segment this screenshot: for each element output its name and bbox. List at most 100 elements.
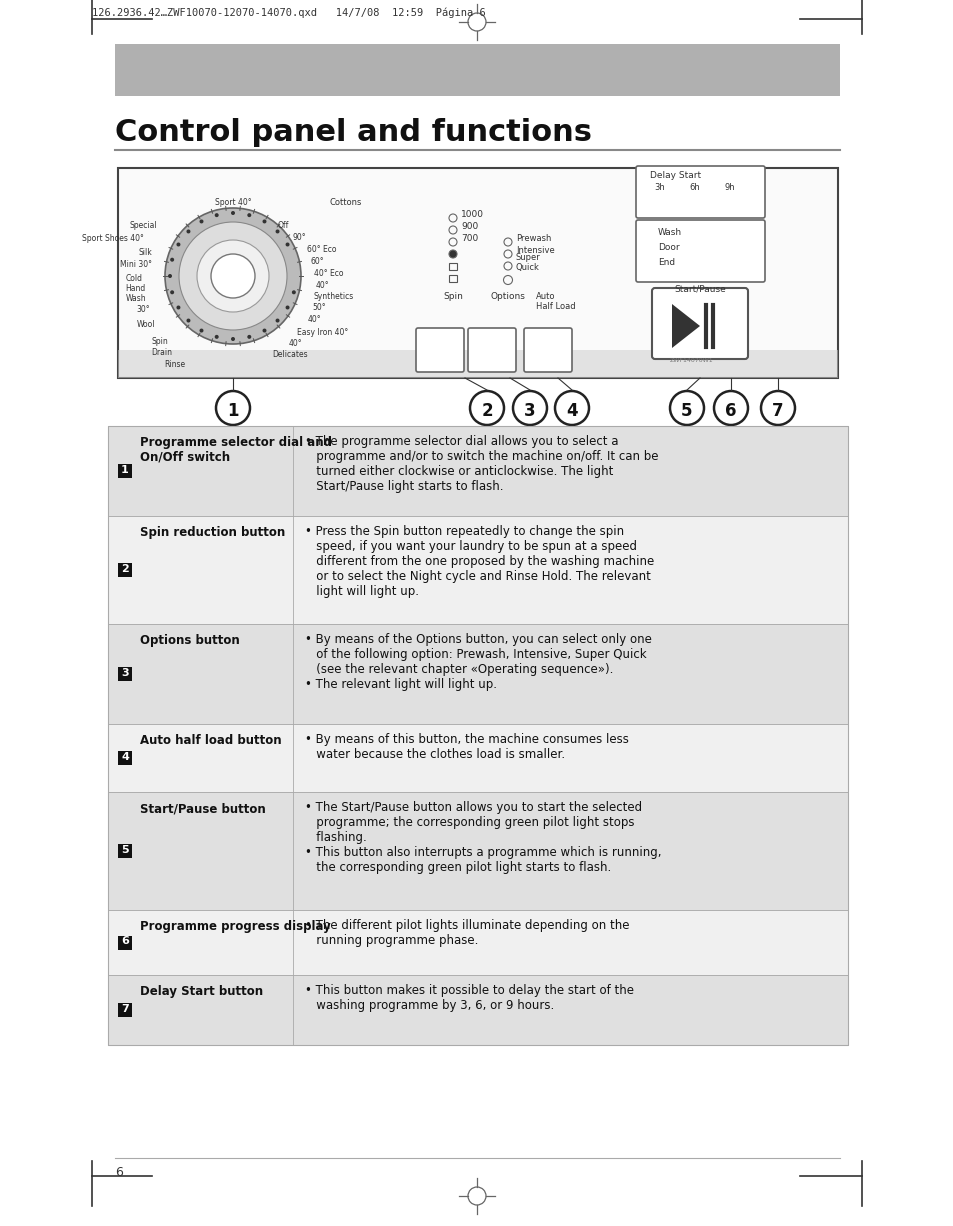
Text: Synthetics: Synthetics [314,292,354,302]
Text: • By means of the Options button, you can select only one
   of the following op: • By means of the Options button, you ca… [305,633,651,691]
Circle shape [168,273,172,278]
Bar [118,463,132,478]
Bar [108,725,847,792]
Bar [108,425,847,516]
Circle shape [211,254,254,298]
Text: Options: Options [490,292,525,302]
Text: Prewash: Prewash [516,234,551,243]
Text: 700: 700 [460,234,477,243]
Circle shape [247,213,251,217]
Circle shape [262,219,266,223]
Text: Delicates: Delicates [272,349,307,359]
Bar [118,349,837,378]
Circle shape [179,222,287,330]
Text: • This button makes it possible to delay the start of the
   washing programme b: • This button makes it possible to delay… [305,984,634,1011]
Text: 2: 2 [480,402,493,421]
Text: 1: 1 [121,465,129,474]
Text: 50°: 50° [312,303,325,311]
Text: Spin reduction button: Spin reduction button [140,526,285,539]
Bar [449,275,456,282]
Bar [118,563,132,577]
Text: 40°: 40° [308,315,321,324]
Circle shape [199,329,203,332]
Text: Sport Shoes 40°: Sport Shoes 40° [82,234,144,243]
FancyBboxPatch shape [468,329,516,371]
Bar [108,516,847,624]
Text: Door: Door [658,243,679,253]
Text: Delay Start button: Delay Start button [140,984,263,998]
Text: Easy Iron 40°: Easy Iron 40° [296,329,348,337]
Text: 7: 7 [771,402,783,421]
Text: • The Start/Pause button allows you to start the selected
   programme; the corr: • The Start/Pause button allows you to s… [305,801,660,874]
Text: • The different pilot lights illuminate depending on the
   running programme ph: • The different pilot lights illuminate … [305,920,629,946]
Circle shape [199,219,203,223]
Text: 40°: 40° [315,281,330,291]
Text: 5: 5 [680,402,692,421]
Circle shape [555,391,588,425]
Text: Programme progress display: Programme progress display [140,920,331,933]
Text: 6: 6 [724,402,736,421]
Circle shape [214,335,218,338]
Text: 9h: 9h [724,183,735,192]
Text: 40° Eco: 40° Eco [314,268,343,278]
Circle shape [285,243,290,246]
Bar [115,44,840,96]
Circle shape [449,250,456,257]
Text: End: End [658,257,675,267]
Text: Control panel and functions: Control panel and functions [115,118,592,147]
Text: Sport 40°: Sport 40° [214,199,251,207]
Bar [118,752,132,765]
Text: Cold: Cold [126,273,143,283]
Text: 40°: 40° [289,340,302,348]
Text: Wool: Wool [136,320,154,329]
Circle shape [262,329,266,332]
Text: Silk: Silk [138,248,152,257]
Text: 900: 900 [460,222,477,230]
Bar [449,262,456,270]
Circle shape [513,391,546,425]
Text: 4: 4 [121,752,129,763]
Text: 90°: 90° [293,233,306,242]
Text: 6: 6 [115,1166,123,1179]
Circle shape [170,257,174,261]
Bar [108,425,847,1045]
Bar [118,168,837,378]
Text: Auto half load button: Auto half load button [140,734,281,747]
Text: 126.2936.42…ZWF10070-12070-14070.qxd   14/7/08  12:59  Página 6: 126.2936.42…ZWF10070-12070-14070.qxd 14/… [91,9,485,18]
Circle shape [176,243,180,246]
Text: Spin: Spin [442,292,462,302]
Circle shape [231,337,234,341]
Text: • By means of this button, the machine consumes less
   water because the clothe: • By means of this button, the machine c… [305,733,628,761]
Text: 1000: 1000 [460,210,483,219]
Text: Hand: Hand [126,284,146,293]
Text: • The programme selector dial allows you to select a
   programme and/or to swit: • The programme selector dial allows you… [305,435,658,493]
Circle shape [760,391,794,425]
Bar [108,975,847,1045]
Text: 60°: 60° [311,257,324,266]
Circle shape [196,240,269,311]
Text: 3: 3 [121,668,129,678]
Text: 6h: 6h [689,183,700,192]
Text: Auto
Half Load: Auto Half Load [536,292,576,311]
Text: Cottons: Cottons [330,199,362,207]
Text: ZWF14070W1: ZWF14070W1 [669,358,713,363]
Circle shape [275,229,279,233]
Text: Delay Start: Delay Start [649,170,700,180]
Text: 3: 3 [523,402,536,421]
Bar [108,624,847,725]
Circle shape [470,391,503,425]
Text: Rinse: Rinse [164,360,185,369]
Circle shape [292,291,295,294]
FancyBboxPatch shape [523,329,572,371]
Circle shape [669,391,703,425]
Text: Wash: Wash [125,294,146,303]
Text: 2: 2 [121,564,129,574]
Circle shape [215,391,250,425]
Bar [108,792,847,910]
Text: 7: 7 [121,1004,129,1014]
Bar [118,935,132,949]
Text: Options button: Options button [140,634,239,647]
FancyBboxPatch shape [636,166,764,218]
Text: 60° Eco: 60° Eco [307,245,336,254]
Circle shape [186,319,191,322]
